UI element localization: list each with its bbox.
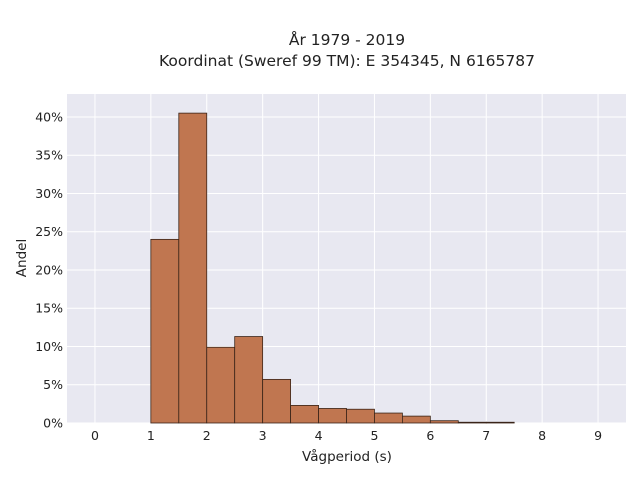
x-tick-label: 2 [203, 428, 211, 443]
histogram-bar [206, 346, 236, 424]
histogram-bar [262, 378, 291, 424]
y-tick-label: 15% [35, 301, 63, 316]
x-tick-label: 0 [91, 428, 99, 443]
histogram-bar [318, 408, 347, 424]
x-tick-label: 9 [594, 428, 602, 443]
x-axis-ticks: 0 1 2 3 4 5 6 7 8 9 [91, 428, 602, 443]
y-tick-label: 5% [43, 377, 63, 392]
bars [150, 112, 515, 424]
y-tick-label: 0% [43, 416, 63, 431]
x-tick-label: 3 [259, 428, 267, 443]
histogram-bar [234, 336, 264, 424]
x-tick-label: 7 [482, 428, 490, 443]
x-axis-label: Vågperiod (s) [302, 448, 392, 465]
histogram-bar [178, 112, 208, 424]
histogram-bar [485, 421, 515, 424]
y-tick-label: 35% [35, 148, 63, 163]
histogram-bar [346, 408, 375, 424]
y-tick-label: 25% [35, 224, 63, 239]
y-tick-label: 40% [35, 109, 63, 124]
y-tick-label: 10% [35, 339, 63, 354]
x-tick-label: 6 [426, 428, 434, 443]
x-tick-label: 1 [147, 428, 155, 443]
histogram-bar [401, 415, 431, 424]
y-tick-label: 30% [35, 186, 63, 201]
y-axis-ticks: 0% 5% 10% 15% 20% 25% 30% 35% 40% [35, 109, 63, 430]
x-tick-label: 8 [538, 428, 546, 443]
x-tick-label: 5 [370, 428, 378, 443]
chart-title-line-1: År 1979 - 2019 [289, 30, 405, 49]
y-axis-label: Andel [14, 239, 30, 277]
histogram-bar [429, 420, 459, 424]
histogram-bar [374, 412, 403, 424]
chart-title-line-2: Koordinat (Sweref 99 TM): E 354345, N 61… [159, 52, 535, 70]
histogram-bar [290, 405, 319, 424]
histogram-bar [150, 238, 180, 424]
x-tick-label: 4 [315, 428, 323, 443]
y-tick-label: 20% [35, 262, 63, 277]
histogram-bar [457, 421, 487, 424]
